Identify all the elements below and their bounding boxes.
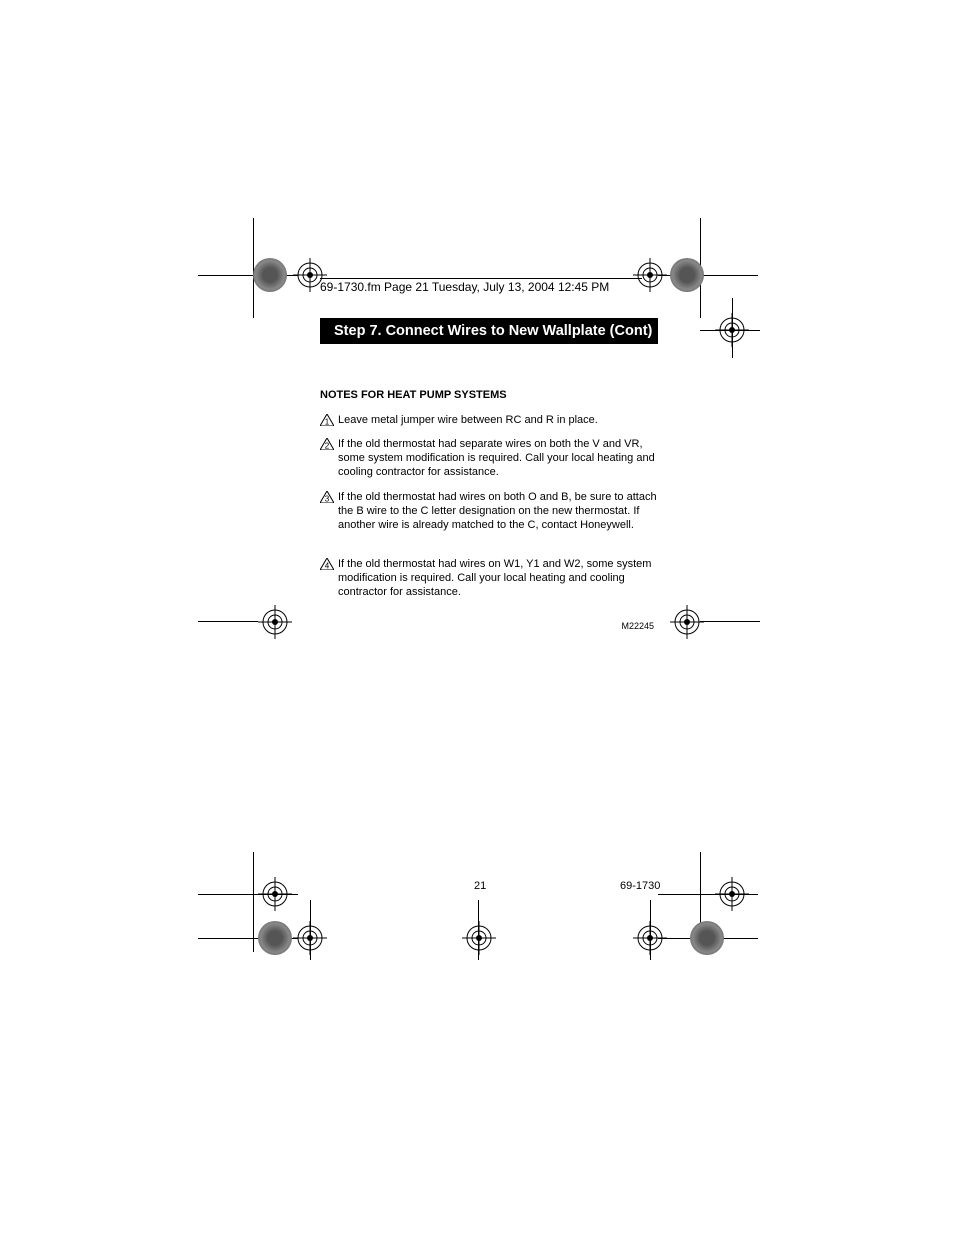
registration-mark-icon xyxy=(293,921,327,955)
svg-text:3: 3 xyxy=(325,495,330,504)
triangle-2-icon: 2 xyxy=(320,438,334,450)
header-path: 69-1730.fm Page 21 Tuesday, July 13, 200… xyxy=(320,280,609,294)
svg-text:4: 4 xyxy=(325,562,330,571)
step-title-text: Step 7. Connect Wires to New Wallplate (… xyxy=(334,323,652,339)
note-3-text: If the old thermostat had wires on both … xyxy=(338,491,660,532)
note-3: 3 If the old thermostat had wires on bot… xyxy=(320,491,660,532)
textured-circle-icon xyxy=(670,258,704,292)
figure-reference: M22245 xyxy=(621,621,654,631)
triangle-1-icon: 1 xyxy=(320,414,334,426)
textured-circle-icon xyxy=(258,921,292,955)
triangle-4-icon: 4 xyxy=(320,558,334,570)
note-2-text: If the old thermostat had separate wires… xyxy=(338,438,660,479)
note-1: 1 Leave metal jumper wire between RC and… xyxy=(320,414,660,428)
note-1-text: Leave metal jumper wire between RC and R… xyxy=(338,414,660,428)
note-4-text: If the old thermostat had wires on W1, Y… xyxy=(338,558,660,599)
note-2: 2 If the old thermostat had separate wir… xyxy=(320,438,660,479)
registration-mark-icon xyxy=(258,877,292,911)
crop-line xyxy=(700,621,760,622)
crop-line xyxy=(253,852,254,952)
svg-text:2: 2 xyxy=(325,442,330,451)
registration-mark-icon xyxy=(670,605,704,639)
textured-circle-icon xyxy=(690,921,724,955)
note-4: 4 If the old thermostat had wires on W1,… xyxy=(320,558,660,599)
registration-mark-icon xyxy=(633,258,667,292)
svg-text:1: 1 xyxy=(325,418,330,427)
registration-mark-icon xyxy=(258,605,292,639)
registration-mark-icon xyxy=(462,921,496,955)
crop-line xyxy=(198,621,258,622)
step-title: Step 7. Connect Wires to New Wallplate (… xyxy=(320,318,658,344)
section-heading: NOTES FOR HEAT PUMP SYSTEMS xyxy=(320,389,507,401)
registration-mark-icon xyxy=(633,921,667,955)
registration-mark-icon xyxy=(715,313,749,347)
registration-mark-icon xyxy=(715,877,749,911)
triangle-3-icon: 3 xyxy=(320,491,334,503)
document-number: 69-1730 xyxy=(620,880,660,892)
page-number: 21 xyxy=(474,880,486,892)
header-rule xyxy=(320,278,642,279)
textured-circle-icon xyxy=(253,258,287,292)
